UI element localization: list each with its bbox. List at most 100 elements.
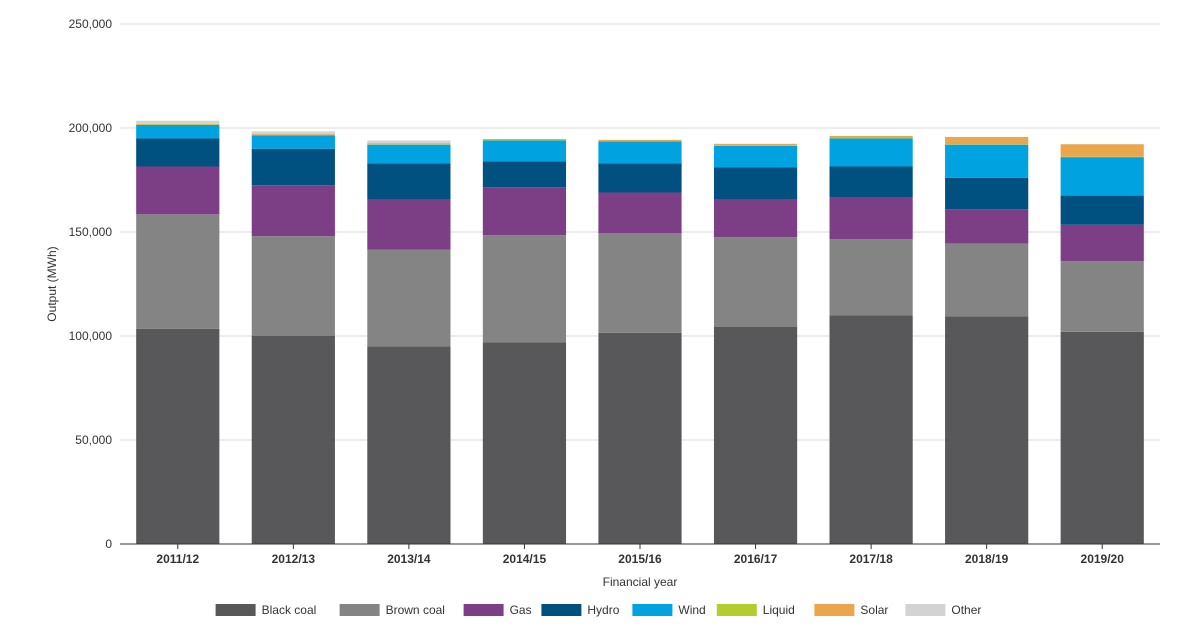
bar-segment [945, 177, 1029, 210]
bar-segment [367, 143, 451, 145]
x-tick-label: 2015/16 [618, 552, 662, 566]
bar-segment [251, 131, 335, 135]
x-tick-label: 2018/19 [965, 552, 1009, 566]
bar-segment [829, 239, 913, 316]
legend-item[interactable]: Wind [632, 603, 706, 617]
bar-segment [482, 140, 567, 162]
bar-segment [713, 143, 798, 146]
bar-segment [136, 328, 220, 544]
bar-segment [1060, 261, 1144, 332]
bar-segment [829, 135, 913, 138]
legend-label: Hydro [587, 603, 619, 617]
bar-segment [136, 214, 220, 329]
legend-swatch [716, 604, 757, 616]
y-tick-label: 50,000 [75, 433, 112, 447]
bar-segment [251, 236, 335, 336]
bar-segment [598, 332, 682, 544]
x-tick-label: 2019/20 [1081, 552, 1125, 566]
bar-segment [713, 145, 798, 168]
bar-segment [482, 235, 567, 343]
bar-segment [482, 139, 567, 141]
bar-segment [598, 141, 682, 164]
bars [136, 120, 1144, 544]
bar-segment [829, 197, 913, 240]
bar-segment [1060, 331, 1144, 544]
bar-segment [367, 346, 451, 544]
legend-swatch [215, 604, 256, 616]
bar-segment [251, 148, 335, 186]
legend-swatch [463, 604, 504, 616]
bar-segment [1060, 195, 1144, 225]
legend-item[interactable]: Hydro [541, 603, 620, 617]
bar-segment [713, 199, 798, 238]
legend-item[interactable]: Gas [463, 603, 532, 617]
bar-segment [136, 124, 220, 139]
legend-label: Wind [678, 603, 705, 617]
bar-segment [598, 192, 682, 234]
bar-segment [713, 237, 798, 327]
bar-segment [482, 342, 567, 544]
bar-segment [945, 209, 1029, 244]
legend-swatch [632, 604, 673, 616]
legend-swatch [905, 604, 946, 616]
legend-item[interactable]: Other [905, 603, 981, 617]
legend-label: Black coal [262, 603, 317, 617]
bar-segment [136, 166, 220, 215]
x-tick-label: 2011/12 [156, 552, 199, 566]
bar-segment [945, 136, 1029, 145]
bar-segment [367, 249, 451, 347]
bar-segment [1060, 144, 1144, 157]
bar-segment [251, 336, 335, 544]
y-tick-label: 100,000 [69, 329, 113, 343]
bar-segment [367, 199, 451, 250]
legend-label: Solar [860, 603, 888, 617]
x-tick-label: 2014/15 [503, 552, 547, 566]
bar-segment [367, 144, 451, 164]
bar-segment [136, 123, 220, 125]
y-tick-label: 250,000 [69, 17, 113, 31]
legend-item[interactable]: Black coal [215, 603, 317, 617]
bar-segment [829, 315, 913, 544]
legend-item[interactable]: Brown coal [339, 603, 445, 617]
bar-segment [251, 185, 335, 237]
bar-segment [829, 138, 913, 167]
bar-segment [945, 144, 1029, 178]
bar-segment [945, 316, 1029, 544]
y-tick-label: 200,000 [69, 121, 113, 135]
legend-label: Liquid [763, 603, 795, 617]
bar-segment [829, 166, 913, 198]
y-tick-label: 150,000 [69, 225, 113, 239]
bar-segment [367, 163, 451, 200]
legend-swatch [339, 604, 380, 616]
bar-segment [367, 140, 451, 144]
bar-segment [136, 120, 220, 124]
y-tick-label: 0 [105, 537, 112, 551]
legend-label: Gas [510, 603, 532, 617]
bar-segment [713, 326, 798, 544]
legend: Black coal Brown coal Gas Hydro Wind Liquid So… [215, 603, 981, 617]
bar-segment [598, 139, 682, 142]
bar-segment [136, 138, 220, 167]
legend-swatch [814, 604, 855, 616]
bar-segment [251, 135, 335, 149]
bar-segment [945, 243, 1029, 317]
axes: 0 50,000 100,000 150,000 200,000 250,000 2011/… [69, 17, 1160, 566]
bar-segment [1060, 224, 1144, 262]
bar-segment [598, 233, 682, 333]
x-tick-label: 2012/13 [272, 552, 316, 566]
x-tick-label: 2013/14 [387, 552, 431, 566]
bar-segment [1060, 157, 1144, 196]
bar-segment [251, 134, 335, 135]
x-tick-label: 2016/17 [734, 552, 778, 566]
bar-segment [713, 167, 798, 200]
bar-segment [482, 161, 567, 188]
bar-segment [482, 187, 567, 236]
legend-label: Brown coal [386, 603, 445, 617]
legend-item[interactable]: Solar [814, 603, 888, 617]
legend-swatch [541, 604, 582, 616]
legend-item[interactable]: Liquid [716, 603, 795, 617]
bar-segment [598, 163, 682, 193]
y-axis-title: Output (MWh) [45, 246, 59, 321]
